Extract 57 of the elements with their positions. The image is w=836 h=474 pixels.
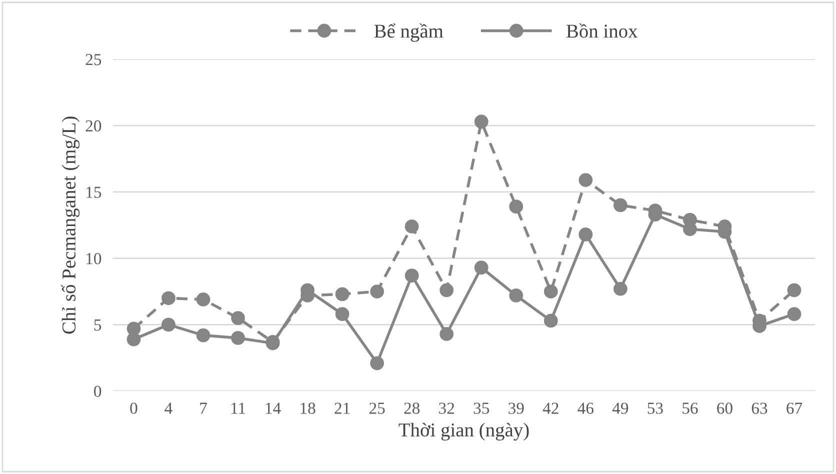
x-tick-label: 39 bbox=[508, 402, 524, 414]
point bbox=[162, 291, 176, 306]
x-tick-label: 46 bbox=[578, 402, 594, 414]
point bbox=[370, 356, 384, 370]
point bbox=[231, 311, 245, 325]
x-tick-label: 28 bbox=[404, 402, 420, 414]
point bbox=[335, 287, 350, 302]
point bbox=[787, 307, 802, 322]
x-tick-label: 56 bbox=[682, 402, 698, 414]
point bbox=[474, 114, 488, 129]
x-tick-label: 60 bbox=[717, 402, 732, 414]
point bbox=[578, 227, 593, 242]
x-tick-label: 63 bbox=[752, 402, 768, 414]
legend-label: Bồn inox bbox=[566, 23, 638, 38]
point bbox=[613, 198, 628, 212]
point bbox=[126, 332, 141, 346]
legend-label: Bể ngầm bbox=[374, 23, 444, 42]
x-tick-label: 14 bbox=[266, 402, 281, 414]
point bbox=[578, 173, 593, 187]
x-tick-label: 11 bbox=[231, 402, 246, 414]
y-tick-label: 0 bbox=[94, 386, 102, 397]
point bbox=[370, 284, 384, 298]
y-tick-label: 25 bbox=[86, 54, 102, 66]
point bbox=[474, 260, 488, 275]
x-tick-label: 53 bbox=[648, 402, 663, 414]
x-axis-title: Thời gian (ngày) bbox=[398, 422, 529, 441]
point bbox=[544, 314, 558, 328]
x-tick-label: 35 bbox=[474, 402, 490, 414]
point bbox=[509, 200, 524, 214]
point bbox=[440, 327, 454, 341]
x-tick-label: 4 bbox=[164, 402, 172, 414]
point bbox=[509, 288, 524, 302]
point bbox=[440, 283, 454, 298]
point bbox=[544, 284, 558, 298]
y-tick-label: 10 bbox=[86, 253, 102, 264]
x-tick-label: 49 bbox=[612, 402, 628, 414]
point bbox=[196, 292, 210, 306]
point bbox=[787, 283, 802, 298]
x-tick-label: 42 bbox=[542, 402, 558, 414]
y-tick-label: 15 bbox=[86, 186, 102, 198]
point bbox=[335, 307, 350, 322]
point bbox=[231, 331, 245, 345]
point bbox=[196, 328, 210, 342]
y-tick-label: 5 bbox=[94, 320, 102, 331]
y-tick-label: 20 bbox=[86, 120, 102, 132]
point bbox=[404, 268, 419, 283]
x-tick-label: 21 bbox=[334, 402, 350, 414]
x-tick-label: 32 bbox=[439, 402, 454, 414]
y-axis-title: Chỉ số Pecmanganet (mg/L) bbox=[61, 116, 80, 334]
x-tick-label: 18 bbox=[300, 402, 316, 414]
x-tick-label: 25 bbox=[369, 402, 385, 414]
point bbox=[162, 318, 176, 332]
point bbox=[613, 282, 628, 296]
x-tick-label: 0 bbox=[130, 402, 138, 414]
point bbox=[404, 220, 419, 234]
x-tick-label: 7 bbox=[200, 402, 207, 414]
x-tick-label: 67 bbox=[786, 402, 802, 414]
